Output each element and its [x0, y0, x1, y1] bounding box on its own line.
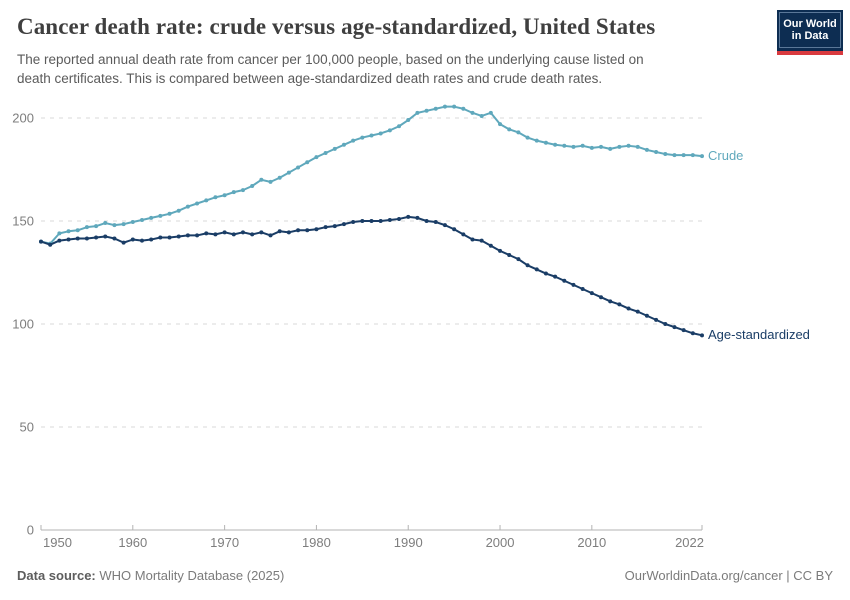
- owid-logo-frame: Our World in Data: [779, 12, 841, 48]
- data-source-value: WHO Mortality Database (2025): [99, 568, 285, 583]
- owid-logo-text-line1: Our World: [783, 17, 837, 30]
- svg-text:1990: 1990: [394, 535, 423, 550]
- svg-text:50: 50: [20, 420, 34, 435]
- owid-logo-red-bar: [777, 51, 843, 55]
- line-chart-plot: 0 50 100 150 200 1950 1960 1970 1980 1990 2000 2010…: [12, 104, 704, 550]
- chart-subtitle: The reported annual death rate from canc…: [17, 50, 737, 88]
- chart-subtitle-line1: The reported annual death rate from canc…: [17, 52, 644, 67]
- svg-text:2000: 2000: [486, 535, 515, 550]
- credit-note: OurWorldinData.org/cancer | CC BY: [624, 568, 833, 583]
- series-label-age-standardized: Age-standardized: [708, 327, 810, 343]
- svg-text:1980: 1980: [302, 535, 331, 550]
- svg-text:100: 100: [12, 317, 34, 332]
- svg-text:2010: 2010: [577, 535, 606, 550]
- svg-text:1970: 1970: [210, 535, 239, 550]
- chart-title: Cancer death rate: crude versus age-stan…: [17, 14, 656, 39]
- svg-text:1960: 1960: [118, 535, 147, 550]
- series-label-crude: Crude: [708, 148, 744, 164]
- svg-text:0: 0: [27, 523, 34, 538]
- svg-text:2022: 2022: [675, 535, 704, 550]
- data-source-note: Data source: WHO Mortality Database (202…: [17, 568, 284, 583]
- svg-text:200: 200: [12, 111, 34, 126]
- owid-logo-text-line2: in Data: [791, 30, 829, 42]
- svg-text:150: 150: [12, 214, 34, 229]
- chart-footer: Data source: WHO Mortality Database (202…: [17, 568, 833, 583]
- svg-text:1950: 1950: [43, 535, 72, 550]
- chart-subtitle-line2: death certificates. This is compared bet…: [17, 71, 603, 86]
- data-source-label: Data source:: [17, 568, 96, 583]
- owid-logo: Our World in Data: [777, 10, 843, 55]
